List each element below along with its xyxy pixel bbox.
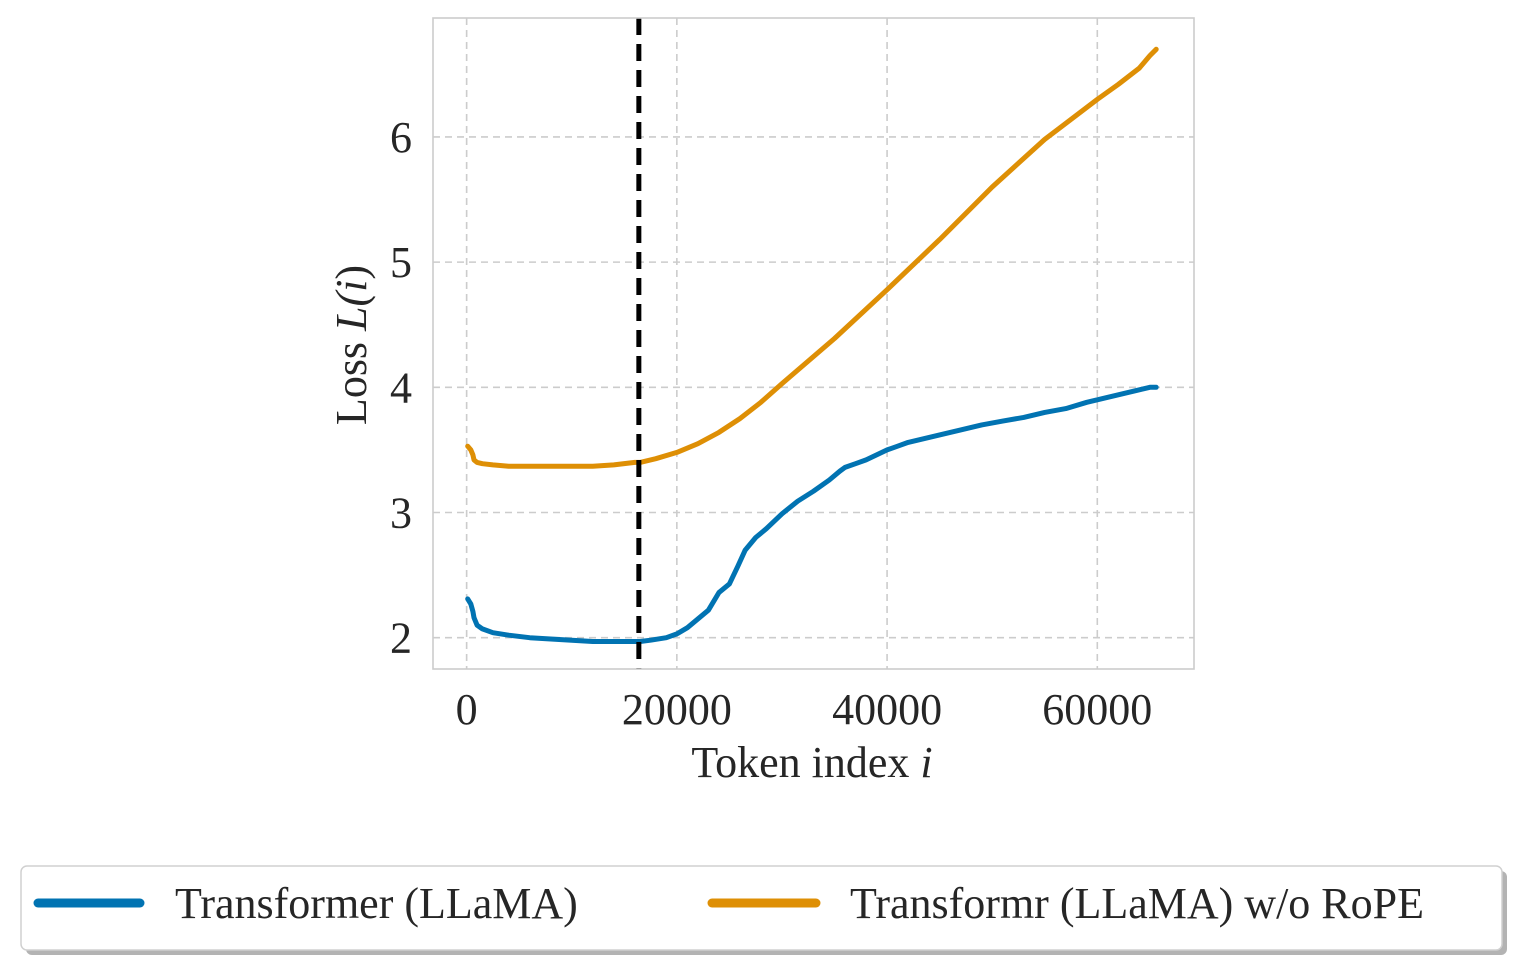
grid-lines	[433, 18, 1194, 669]
x-tick-label: 20000	[622, 685, 732, 734]
x-axis-label: Token index i	[691, 738, 932, 787]
y-tick-label: 3	[390, 489, 412, 538]
series-lines	[465, 46, 1159, 644]
y-tick-label: 4	[390, 363, 412, 412]
y-tick-label: 2	[390, 614, 412, 663]
legend-box	[20, 865, 1503, 951]
y-tick-label: 5	[390, 238, 412, 287]
y-tick-label: 6	[390, 113, 412, 162]
plot-area-frame	[432, 17, 1195, 670]
legend: Transformer (LLaMA) Transformr (LLaMA) w…	[20, 865, 1507, 955]
legend-label-transformer: Transformer (LLaMA)	[175, 879, 578, 928]
series-line-transformer-no-rope	[465, 46, 1159, 469]
legend-label-transformer-no-rope: Transformr (LLaMA) w/o RoPE	[850, 879, 1424, 928]
y-axis-label: Loss L(i)	[327, 265, 376, 425]
x-tick-label: 60000	[1042, 685, 1152, 734]
plot-area-background	[433, 18, 1194, 669]
x-tick-label: 0	[456, 685, 478, 734]
x-axis-ticks: 0 20000 40000 60000	[456, 685, 1153, 734]
series-line-transformer	[465, 384, 1159, 644]
y-axis-ticks: 2 3 4 5 6	[390, 113, 412, 663]
x-tick-label: 40000	[832, 685, 942, 734]
